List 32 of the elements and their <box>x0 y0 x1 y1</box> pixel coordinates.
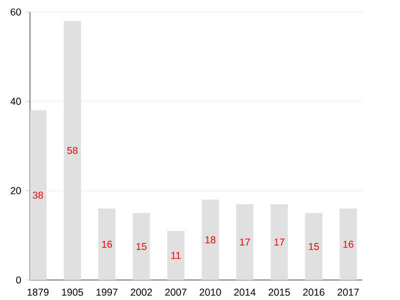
bar <box>98 208 116 280</box>
bar <box>270 204 288 280</box>
data-label: 17 <box>274 238 284 246</box>
x-tick-label: 1997 <box>96 288 118 296</box>
data-label: 18 <box>206 236 216 244</box>
x-tick-label: 2017 <box>338 288 359 296</box>
data-label: 17 <box>240 238 250 246</box>
bar <box>340 208 357 280</box>
bar <box>236 204 254 280</box>
x-tick-label: 2014 <box>234 288 256 296</box>
bar <box>202 200 219 280</box>
data-label: 16 <box>102 240 112 248</box>
data-label: 15 <box>136 243 146 250</box>
data-label: 58 <box>67 146 78 154</box>
x-tick-label: 2007 <box>165 288 186 296</box>
x-tick-label: 2016 <box>303 288 324 296</box>
bar <box>132 213 150 280</box>
x-tick-label: 2010 <box>200 288 221 296</box>
y-tick-label: 0 <box>16 276 21 284</box>
x-tick-label: 1879 <box>28 288 49 296</box>
data-label: 38 <box>32 192 44 199</box>
data-label: 15 <box>308 243 319 250</box>
x-tick-label: 2002 <box>130 288 152 296</box>
data-label: 16 <box>343 240 354 248</box>
y-tick-label: 40 <box>10 98 21 105</box>
y-tick-label: 20 <box>10 187 21 194</box>
x-tick-label: 2015 <box>268 288 290 296</box>
bar <box>305 213 322 280</box>
x-tick-label: 1905 <box>62 288 84 296</box>
y-tick-label: 60 <box>10 8 21 16</box>
bar <box>167 230 184 280</box>
data-label: 11 <box>171 252 181 259</box>
